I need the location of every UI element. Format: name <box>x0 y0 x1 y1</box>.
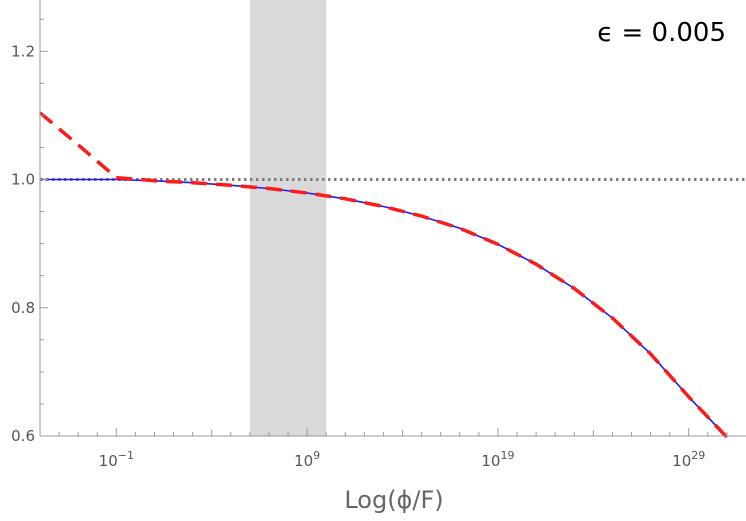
x-axis-title: Log(ϕ/F) <box>344 486 443 514</box>
x-tick-label: 1019 <box>481 449 514 470</box>
axes-layer <box>39 0 746 437</box>
ticks-layer: 0.6 0.8 1.0 1.2 10−1 109 1019 1029 <box>11 18 728 470</box>
series-dashed-line <box>38 111 729 439</box>
shaded-band-layer <box>249 0 327 436</box>
series-layer <box>38 111 729 439</box>
x-tick-label: 1029 <box>672 449 705 470</box>
y-tick-label: 1.0 <box>11 171 35 189</box>
y-tick-label: 0.6 <box>11 427 35 445</box>
y-tick-label: 1.2 <box>11 42 35 60</box>
series-solid-line <box>40 178 728 438</box>
x-tick-label: 109 <box>294 449 320 470</box>
chart-annotation: ϵ = 0.005 <box>597 18 726 48</box>
x-tick-label: 10−1 <box>99 449 134 470</box>
y-tick-label: 0.8 <box>11 299 35 317</box>
shaded-band <box>249 0 327 436</box>
